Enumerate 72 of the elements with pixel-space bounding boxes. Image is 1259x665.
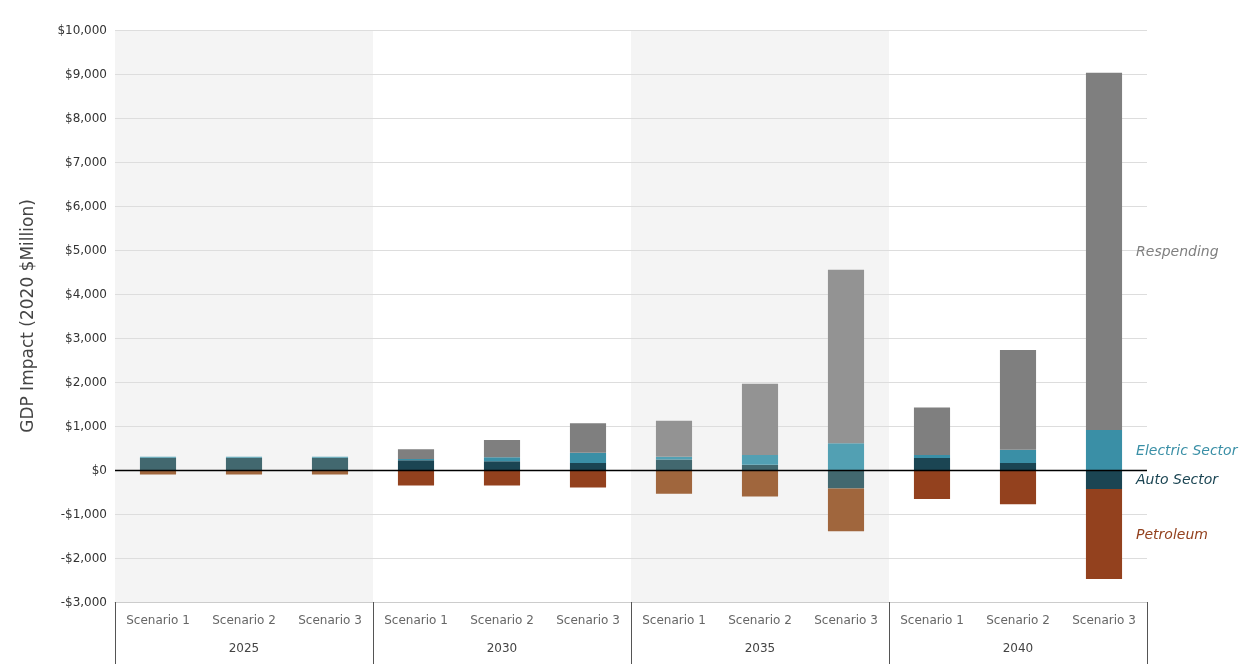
- bar: [827, 488, 865, 532]
- x-tick-label: Scenario 2: [728, 613, 792, 627]
- bar: [999, 349, 1037, 450]
- y-tick-label: $4,000: [65, 287, 107, 301]
- bar: [397, 449, 435, 459]
- series-label: Petroleum: [1136, 526, 1208, 543]
- text: 2035: [744, 641, 776, 655]
- bar: [1085, 488, 1123, 580]
- bar: [569, 452, 607, 463]
- y-tick-label: $3,000: [65, 331, 107, 345]
- bar: [1085, 429, 1123, 470]
- bar: [569, 423, 607, 453]
- bar: [569, 462, 607, 470]
- bar: [913, 407, 951, 456]
- bar: [827, 443, 865, 470]
- bar: [913, 455, 951, 459]
- bar: [225, 457, 263, 470]
- y-tick-label: $7,000: [65, 155, 107, 169]
- bar: [483, 461, 521, 470]
- bar: [741, 383, 779, 456]
- bar: [827, 470, 865, 489]
- x-tick-label: Scenario 2: [470, 613, 534, 627]
- bar: [913, 470, 951, 500]
- y-tick-label: -$1,000: [60, 507, 107, 521]
- bar: [827, 269, 865, 444]
- x-tick-label: Scenario 3: [556, 613, 620, 627]
- bar: [569, 470, 607, 488]
- bar: [483, 457, 521, 462]
- y-tick-label: $8,000: [65, 111, 107, 125]
- bar: [913, 458, 951, 470]
- bar: [397, 460, 435, 470]
- x-tick-label: Scenario 3: [298, 613, 362, 627]
- bar: [483, 470, 521, 486]
- x-tick-label: Scenario 1: [384, 613, 448, 627]
- y-tick-label: $10,000: [57, 23, 107, 37]
- y-tick-label: $5,000: [65, 243, 107, 257]
- text: 2040: [1002, 641, 1034, 655]
- bar: [1085, 72, 1123, 430]
- x-tick-label: Scenario 1: [126, 613, 190, 627]
- bar: [397, 470, 435, 486]
- y-tick-label: $1,000: [65, 419, 107, 433]
- bar: [999, 462, 1037, 470]
- x-tick-label: Scenario 1: [900, 613, 964, 627]
- bar: [741, 470, 779, 497]
- bar: [999, 449, 1037, 463]
- bar: [311, 457, 349, 470]
- y-axis-title: GDP Impact (2020 $Million): [16, 199, 37, 433]
- x-tick-label: Scenario 1: [642, 613, 706, 627]
- bar: [139, 457, 177, 470]
- bar: [655, 420, 693, 457]
- y-tick-label: -$2,000: [60, 551, 107, 565]
- y-tick-label: $2,000: [65, 375, 107, 389]
- bar: [741, 464, 779, 470]
- text: 2025: [228, 641, 260, 655]
- bar: [999, 470, 1037, 505]
- x-tick-label: Scenario 2: [212, 613, 276, 627]
- y-tick-label: $6,000: [65, 199, 107, 213]
- y-tick-label: $9,000: [65, 67, 107, 81]
- series-label: Respending: [1136, 243, 1219, 260]
- text: 2030: [486, 641, 518, 655]
- x-tick-label: Scenario 3: [814, 613, 878, 627]
- bar: [741, 455, 779, 465]
- y-tick-label: $0: [91, 463, 107, 477]
- series-label: Electric Sector: [1136, 441, 1239, 458]
- y-tick-label: -$3,000: [60, 595, 107, 609]
- bar: [483, 440, 521, 458]
- series-label: Auto Sector: [1135, 471, 1220, 488]
- bar: [655, 459, 693, 470]
- x-tick-label: Scenario 3: [1072, 613, 1136, 627]
- x-tick-label: Scenario 2: [986, 613, 1050, 627]
- bar: [1085, 470, 1123, 489]
- bar: [655, 470, 693, 494]
